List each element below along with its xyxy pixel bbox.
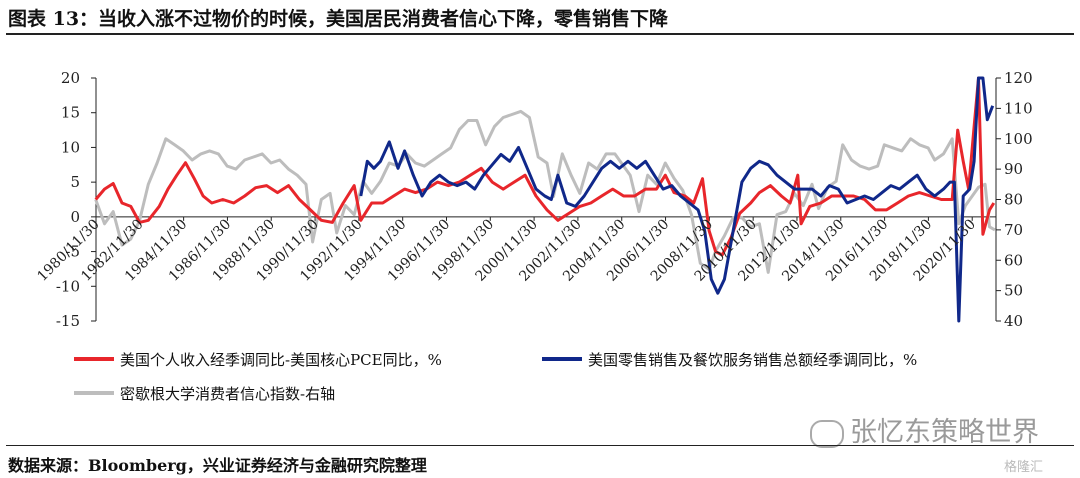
y-right-tick-label: 60 (1004, 251, 1023, 269)
source-rule (6, 445, 1074, 446)
tick-labels: -15-10-505101520405060708090100110120198… (34, 69, 1032, 330)
y-left-tick-label: -15 (56, 312, 80, 330)
y-right-tick-label: 80 (1004, 191, 1023, 209)
y-right-tick-label: 90 (1004, 160, 1023, 178)
y-left-tick-label: -5 (65, 243, 80, 261)
y-right-tick-label: 40 (1004, 312, 1023, 330)
y-right-tick-label: 110 (1004, 99, 1033, 117)
y-left-tick-label: -10 (56, 277, 80, 295)
figure-title: 图表 13：当收入涨不过物价的时候，美国居民消费者信心下降，零售销售下降 (8, 8, 669, 30)
legend-label-sentiment: 密歇根大学消费者信心指数-右轴 (120, 385, 335, 403)
series-lines (94, 76, 996, 323)
legend: 美国个人收入经季调同比-美国核心PCE同比，% 美国零售销售及餐饮服务销售总额经… (74, 351, 917, 403)
source-note: 数据来源：Bloomberg，兴业证券经济与金融研究院整理 (8, 456, 427, 475)
y-right-tick-label: 50 (1004, 282, 1023, 300)
y-left-tick-label: 20 (61, 69, 80, 87)
legend-label-income: 美国个人收入经季调同比-美国核心PCE同比，% (120, 351, 442, 369)
series-line-retail (359, 76, 995, 323)
y-left-tick-label: 5 (70, 173, 80, 191)
y-right-tick-label: 70 (1004, 221, 1023, 239)
line-chart: -15-10-505101520405060708090100110120198… (34, 69, 1032, 403)
series-line-income (94, 76, 996, 257)
y-left-tick-label: 0 (70, 208, 80, 226)
y-left-tick-label: 10 (61, 138, 80, 156)
y-right-tick-label: 120 (1004, 69, 1033, 87)
gelonghui-logo: 格隆汇 (1004, 460, 1044, 475)
wechat-icon (810, 419, 844, 448)
legend-label-retail: 美国零售销售及餐饮服务销售总额经季调同比，% (588, 351, 917, 369)
watermark: 张忆东策略世界 (810, 410, 1039, 449)
watermark-text: 张忆东策略世界 (850, 417, 1039, 448)
title-rule (6, 33, 1074, 35)
y-left-tick-label: 15 (61, 104, 80, 122)
y-right-tick-label: 100 (1004, 130, 1033, 148)
